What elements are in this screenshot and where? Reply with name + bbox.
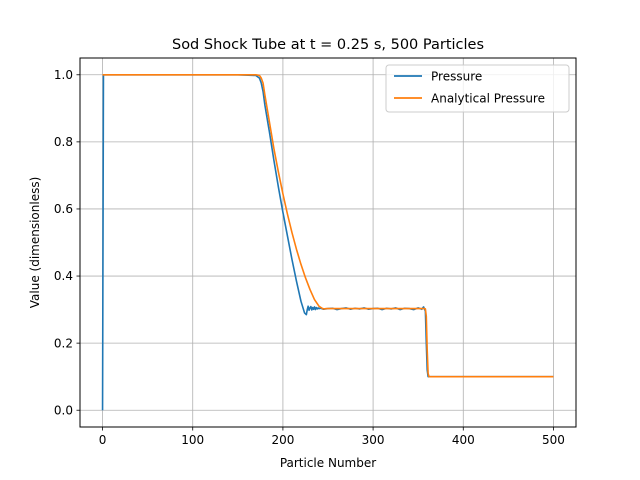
- plot-frame: [79, 57, 577, 428]
- series-line-analytical-pressure: [102, 73, 554, 378]
- legend-label-analytical-pressure: Analytical Pressure: [431, 92, 545, 106]
- x-tick-label: 500: [542, 433, 565, 447]
- y-axis-label: Value (dimensionless): [28, 177, 42, 309]
- axis-ticks: 0 100 200 300 400 500 0.0 0.2 0.4 0.6 0.8 1.0: [54, 68, 565, 447]
- series-lines: [101, 73, 554, 411]
- y-tick-label: 0.6: [54, 202, 73, 216]
- y-tick-label: 0.0: [54, 403, 73, 417]
- x-tick-label: 0: [99, 433, 107, 447]
- y-tick-label: 0.2: [54, 336, 73, 350]
- chart-title: Sod Shock Tube at t = 0.25 s, 500 Partic…: [172, 37, 484, 53]
- x-tick-label: 300: [362, 433, 385, 447]
- x-tick-label: 100: [181, 433, 204, 447]
- legend-label-pressure: Pressure: [431, 70, 482, 84]
- y-tick-label: 0.4: [54, 269, 73, 283]
- grid-lines: [80, 58, 576, 427]
- legend: Pressure Analytical Pressure: [385, 64, 570, 113]
- x-tick-label: 200: [271, 433, 294, 447]
- y-tick-label: 1.0: [54, 68, 73, 82]
- legend-box: [385, 64, 570, 113]
- x-axis-label: Particle Number: [280, 456, 376, 470]
- y-tick-label: 0.8: [54, 135, 73, 149]
- x-tick-label: 400: [452, 433, 475, 447]
